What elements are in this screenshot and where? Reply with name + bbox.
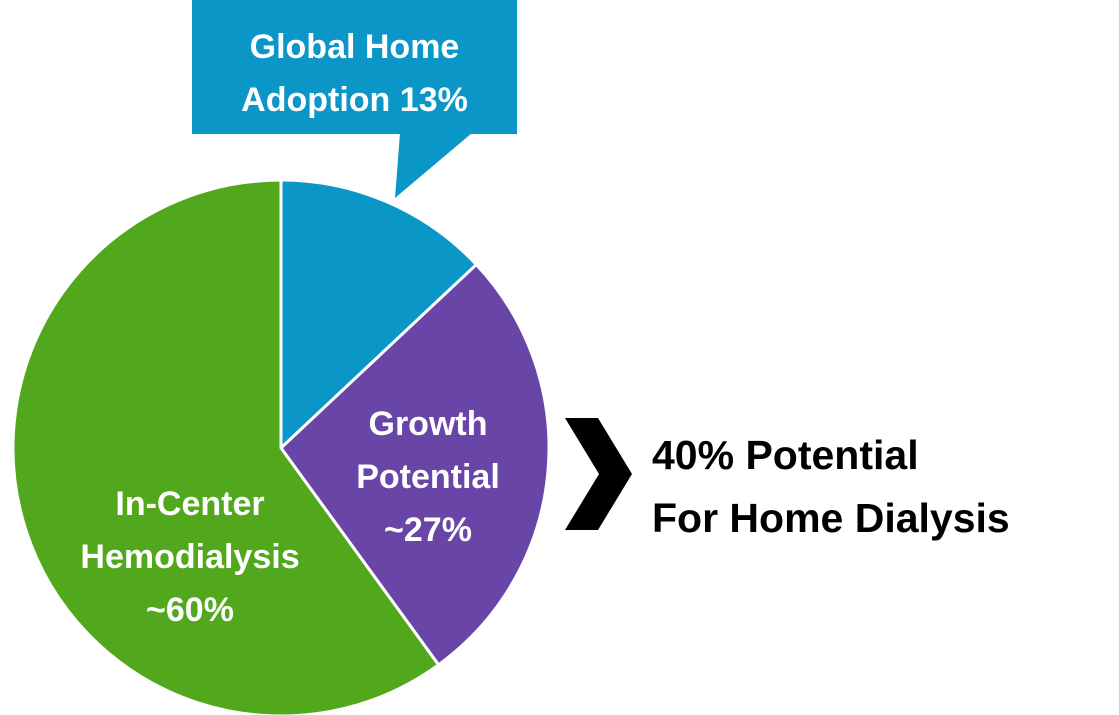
callout-pointer: [395, 133, 472, 198]
callout-box: [192, 0, 517, 134]
chevron: [565, 418, 632, 530]
slice-value: ~27%: [384, 511, 472, 549]
pie-slice: [279, 263, 551, 667]
slice-category: Growth Potential: [356, 405, 500, 496]
annotation: 40% Potential For Home Dialysis: [652, 424, 1010, 550]
annotation-line: 40% Potential: [652, 432, 919, 478]
slice-label: Growth Potential ~27%: [333, 398, 523, 557]
pie-slice: [279, 178, 478, 450]
slice-category: In-Center Hemodialysis: [80, 485, 300, 576]
slice-category: Global Home Adoption: [241, 28, 460, 119]
slice-label: In-Center Hemodialysis ~60%: [45, 478, 335, 637]
annotation-line: For Home Dialysis: [652, 495, 1010, 541]
slice-value: 13%: [399, 81, 468, 119]
slice-value: ~60%: [146, 591, 234, 629]
slice-label: Global Home Adoption 13%: [192, 21, 517, 127]
pie-slice: [11, 178, 441, 715]
